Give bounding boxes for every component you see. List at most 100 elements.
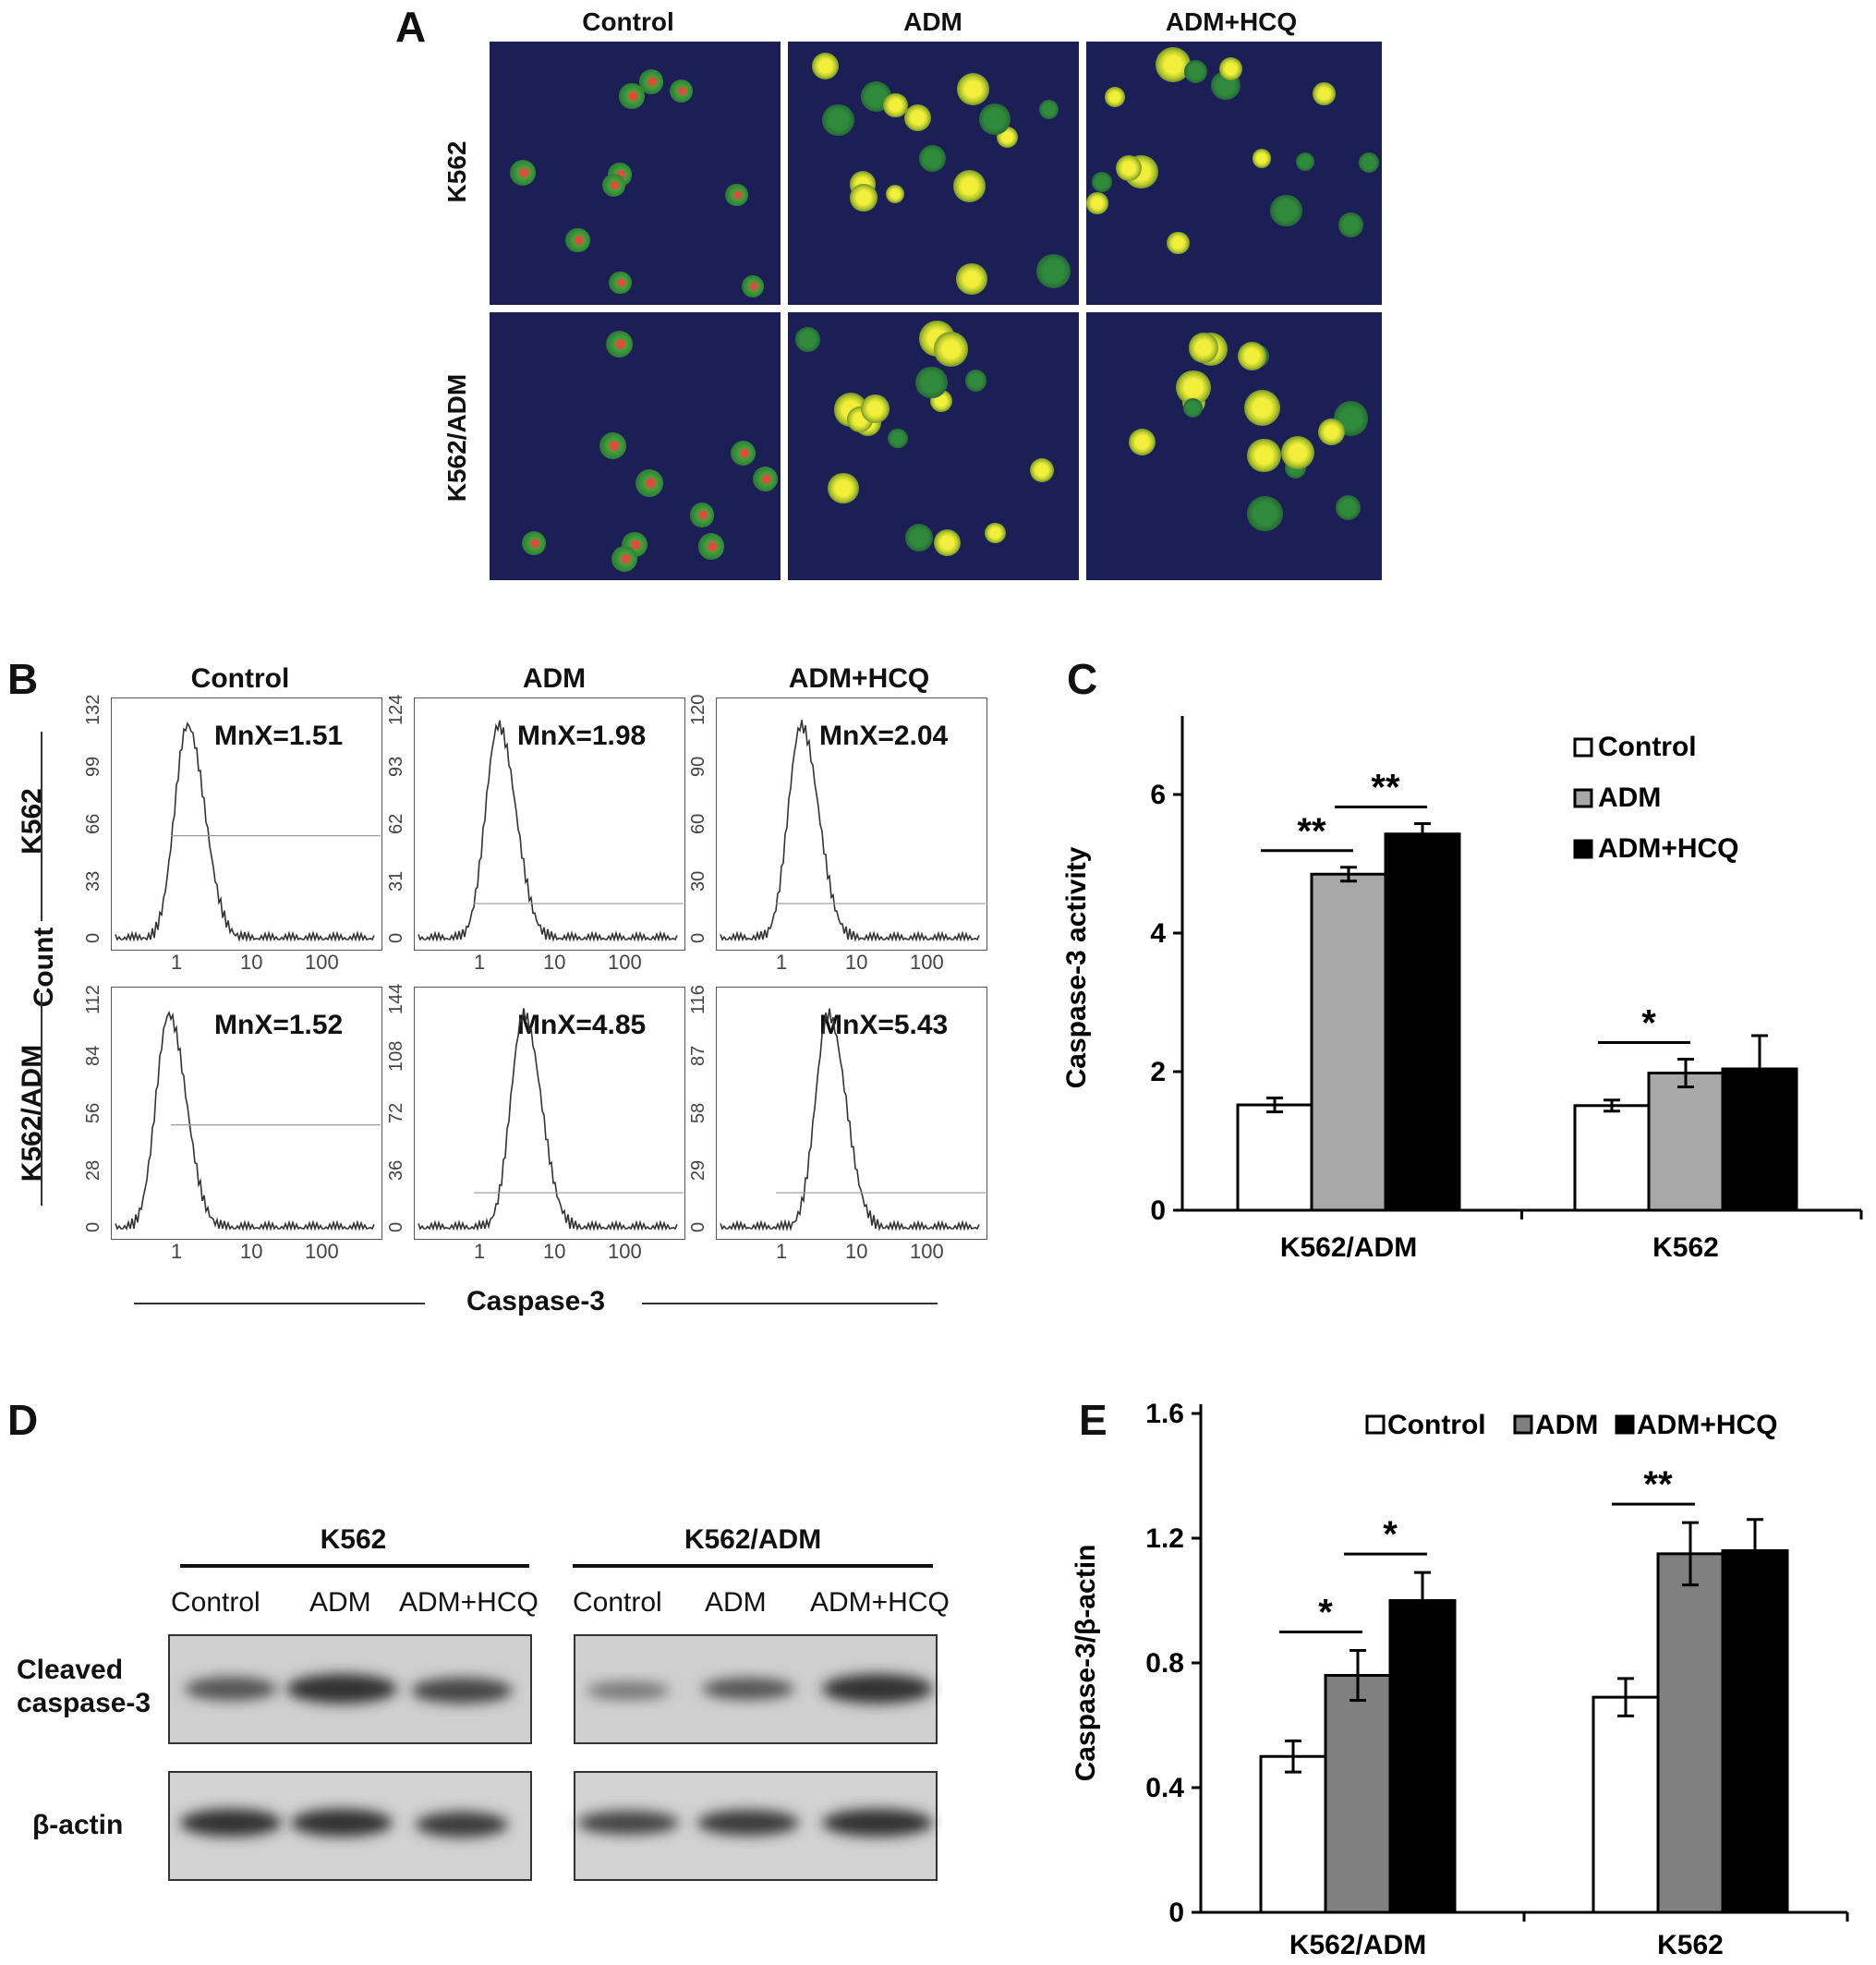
histogram-curve <box>418 1008 678 1231</box>
cell-blob <box>914 366 948 399</box>
lane-label: ADM+HCQ <box>810 1587 950 1618</box>
cell-blob <box>1313 81 1336 105</box>
panel-a-row-k562: K562 <box>442 140 471 203</box>
cell-blob <box>964 370 987 392</box>
panel-b-col-adm-hcq: ADM+HCQ <box>788 663 930 694</box>
cell-blob <box>850 184 877 212</box>
hist-x-tick: 1 <box>776 1240 788 1263</box>
significance-mark: * <box>1383 1514 1398 1555</box>
cell-blob <box>1167 231 1191 255</box>
cell-blob <box>1115 154 1142 181</box>
panel-b-ylabel: Count <box>29 927 59 1008</box>
cell-blob <box>1237 342 1266 371</box>
panel-b-col-control: Control <box>190 663 290 694</box>
mnx-value: MnX=1.51 <box>214 721 344 751</box>
hist-y-tick: 28 <box>83 1159 103 1181</box>
hist-x-tick: 100 <box>305 951 339 974</box>
cell-blob <box>918 145 946 173</box>
histogram-box <box>716 697 987 951</box>
cell-blob <box>1188 333 1218 363</box>
hist-y-tick: 72 <box>386 1102 406 1123</box>
western-blot <box>168 1634 938 1881</box>
bar <box>1310 872 1387 1212</box>
cell-blob <box>697 533 724 560</box>
legend-swatch <box>1365 1414 1386 1435</box>
hist-y-tick: 29 <box>688 1159 708 1181</box>
hist-y-tick: 112 <box>83 985 103 1014</box>
bar <box>1647 1072 1725 1212</box>
hist-x-tick: 100 <box>910 951 944 974</box>
significance-mark: ** <box>1371 768 1400 808</box>
bar <box>1324 1674 1392 1914</box>
micrograph-tile <box>1086 42 1382 305</box>
y-tick-label: 1.6 <box>1145 1399 1184 1429</box>
hist-x-tick: 10 <box>240 1240 263 1263</box>
mnx-value: MnX=1.98 <box>517 721 647 751</box>
legend-swatch <box>1573 839 1593 859</box>
hist-x-tick: 10 <box>543 951 566 974</box>
micrograph-tile <box>788 42 1079 305</box>
cell-blob <box>509 160 536 187</box>
bar <box>1259 1754 1327 1914</box>
blot-band <box>416 1812 508 1838</box>
hist-x-tick: 100 <box>910 1240 944 1263</box>
lane-label: Control <box>171 1587 260 1618</box>
bar <box>1721 1549 1789 1914</box>
x-category-label: K562/ADM <box>1289 1930 1426 1960</box>
hist-y-tick: 0 <box>83 932 103 943</box>
y-tick-label: 2 <box>1150 1057 1166 1087</box>
hist-x-tick: 1 <box>776 951 788 974</box>
cell-blob <box>794 326 820 352</box>
blot-row-beta-actin: β-actin <box>32 1810 124 1840</box>
y-axis-label: Caspase-3/β-actin <box>1071 1545 1101 1782</box>
cell-blob <box>888 428 908 448</box>
bar <box>1384 832 1461 1212</box>
cell-blob <box>742 274 765 298</box>
bar <box>1656 1552 1725 1914</box>
legend-label: Control <box>1598 732 1697 762</box>
cell-blob <box>956 263 987 295</box>
blot-band <box>587 1681 670 1700</box>
hist-y-tick: 84 <box>83 1045 103 1066</box>
panel-a-col-adm-hcq: ADM+HCQ <box>1165 7 1298 36</box>
legend-label: ADM+HCQ <box>1598 833 1739 864</box>
hist-y-tick: 36 <box>386 1159 406 1181</box>
cell-blob <box>1038 99 1059 120</box>
cell-blob <box>886 185 905 204</box>
blot-band <box>702 1678 794 1700</box>
cell-blob <box>1030 458 1055 483</box>
hist-y-tick: 30 <box>688 870 708 892</box>
blot-band <box>822 1809 933 1837</box>
mnx-value: MnX=5.43 <box>819 1010 949 1040</box>
hist-y-tick: 56 <box>83 1102 103 1123</box>
cell-blob <box>611 546 637 573</box>
histogram-plot <box>418 720 684 942</box>
cell-blob <box>1247 439 1281 473</box>
cell-blob <box>752 466 779 492</box>
cell-blob <box>883 92 908 118</box>
lane-label: ADM <box>705 1587 767 1618</box>
cell-blob <box>521 530 547 556</box>
histogram-curve <box>720 1008 980 1232</box>
histogram-box <box>111 987 382 1240</box>
blot-group-k562adm-rule <box>573 1564 933 1568</box>
hist-x-tick: 100 <box>608 951 642 974</box>
micrograph-tile <box>1086 312 1382 580</box>
cell-blob <box>1335 494 1362 521</box>
y-axis-label: Caspase-3 activity <box>1061 846 1092 1088</box>
hist-y-tick: 62 <box>386 813 406 834</box>
panel-b-letter: B <box>7 655 39 703</box>
blot-band <box>577 1811 679 1835</box>
panel-b-left-rule-top <box>41 732 42 921</box>
cell-blob <box>1337 212 1363 237</box>
cell-blob <box>1128 428 1156 456</box>
legend-label: ADM+HCQ <box>1637 1410 1778 1440</box>
chart-e: 0 0.4 0.8 1.2 1.6 Caspase-3/β-actin K562/ADM K5… <box>1071 1399 1849 1960</box>
mnx-value: MnX=4.85 <box>517 1010 647 1040</box>
cell-blob <box>1244 389 1281 426</box>
y-tick-label: 1.2 <box>1145 1523 1184 1554</box>
hist-y-tick: 132 <box>83 694 103 725</box>
cell-blob <box>1270 194 1302 226</box>
panel-b-bottom-rule-left <box>134 1303 425 1304</box>
